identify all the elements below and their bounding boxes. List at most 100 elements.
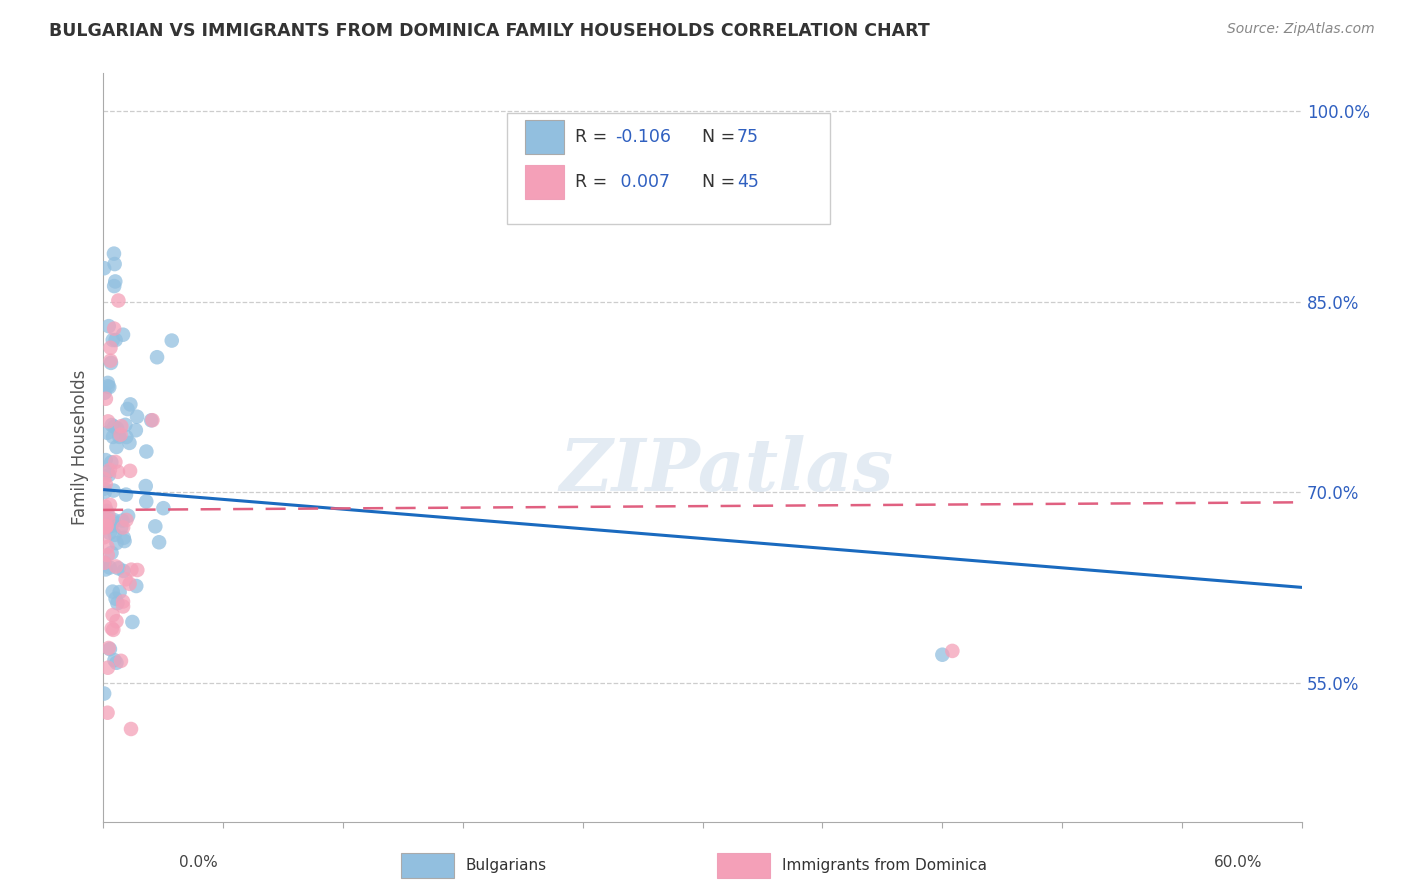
Point <box>117 508 139 523</box>
Point <box>101 333 124 347</box>
Point <box>118 464 141 478</box>
Point <box>160 334 183 348</box>
Point <box>107 596 129 610</box>
Point <box>101 584 124 599</box>
Point <box>103 513 125 527</box>
Text: ZIPatlas: ZIPatlas <box>560 434 894 506</box>
Text: Bulgarians: Bulgarians <box>465 858 547 872</box>
Point <box>101 430 124 444</box>
Point <box>152 501 174 516</box>
Point <box>103 623 125 637</box>
Point <box>105 614 128 628</box>
Point <box>110 427 132 442</box>
Point <box>96 465 118 479</box>
Text: 0.0%: 0.0% <box>179 855 218 870</box>
Point <box>93 472 115 486</box>
Text: Source: ZipAtlas.com: Source: ZipAtlas.com <box>1227 22 1375 37</box>
Point <box>100 455 122 469</box>
Point <box>135 494 157 508</box>
Point <box>104 528 127 542</box>
Point <box>98 498 121 512</box>
Point <box>127 563 149 577</box>
Point <box>146 350 169 364</box>
Y-axis label: Family Households: Family Households <box>72 370 89 525</box>
Text: R =: R = <box>575 172 613 191</box>
Point <box>94 453 117 467</box>
Text: N =: N = <box>690 172 741 191</box>
Point <box>120 722 142 736</box>
Point <box>115 487 138 501</box>
Point <box>105 440 128 454</box>
Point <box>104 455 127 469</box>
Point <box>105 421 128 435</box>
Point <box>96 425 118 440</box>
Point <box>112 594 135 608</box>
Point <box>141 413 163 427</box>
Point <box>110 419 132 434</box>
Point <box>96 504 118 518</box>
Text: R =: R = <box>575 128 613 146</box>
Point <box>98 463 121 477</box>
Point <box>98 560 121 574</box>
Point <box>94 500 117 514</box>
Point <box>96 519 118 533</box>
Point <box>97 661 120 675</box>
Point <box>112 564 135 578</box>
Point <box>104 275 127 289</box>
Text: 60.0%: 60.0% <box>1215 855 1263 870</box>
Point <box>120 563 142 577</box>
Point <box>97 414 120 428</box>
Point <box>93 556 115 570</box>
Point <box>100 546 122 560</box>
Point <box>104 333 127 347</box>
Point <box>100 622 122 636</box>
Point <box>931 648 953 662</box>
Point <box>98 642 121 657</box>
Point <box>105 536 128 550</box>
Point <box>111 514 134 528</box>
Point <box>97 319 120 334</box>
Point <box>110 654 132 668</box>
Point <box>100 353 122 368</box>
Point <box>120 397 142 411</box>
Point <box>94 562 117 576</box>
Point <box>96 540 118 554</box>
Point <box>141 413 163 427</box>
Point <box>103 419 125 434</box>
Point <box>93 482 115 496</box>
Text: 0.007: 0.007 <box>614 172 669 191</box>
Point <box>93 261 115 276</box>
Point <box>103 483 125 498</box>
Point <box>97 548 120 562</box>
Point <box>112 520 135 534</box>
Point <box>93 556 115 570</box>
Point <box>93 686 115 700</box>
Text: BULGARIAN VS IMMIGRANTS FROM DOMINICA FAMILY HOUSEHOLDS CORRELATION CHART: BULGARIAN VS IMMIGRANTS FROM DOMINICA FA… <box>49 22 929 40</box>
Text: N =: N = <box>690 128 741 146</box>
Point <box>121 615 143 629</box>
Point <box>114 572 136 586</box>
Point <box>107 293 129 308</box>
Point <box>93 385 115 400</box>
Point <box>100 356 122 370</box>
Point <box>118 577 141 591</box>
Point <box>125 579 148 593</box>
Point <box>108 430 131 444</box>
Point <box>941 644 963 658</box>
Point <box>94 477 117 491</box>
Point <box>107 561 129 575</box>
Point <box>111 327 134 342</box>
Point <box>100 417 122 432</box>
Point <box>125 409 148 424</box>
Point <box>97 640 120 655</box>
Point <box>93 505 115 519</box>
Point <box>104 559 127 574</box>
Point <box>117 402 139 417</box>
Point <box>93 521 115 535</box>
Point <box>94 392 117 406</box>
Point <box>98 380 121 394</box>
Point <box>97 508 120 522</box>
Point <box>96 706 118 720</box>
Point <box>114 417 136 432</box>
Point <box>135 479 157 493</box>
